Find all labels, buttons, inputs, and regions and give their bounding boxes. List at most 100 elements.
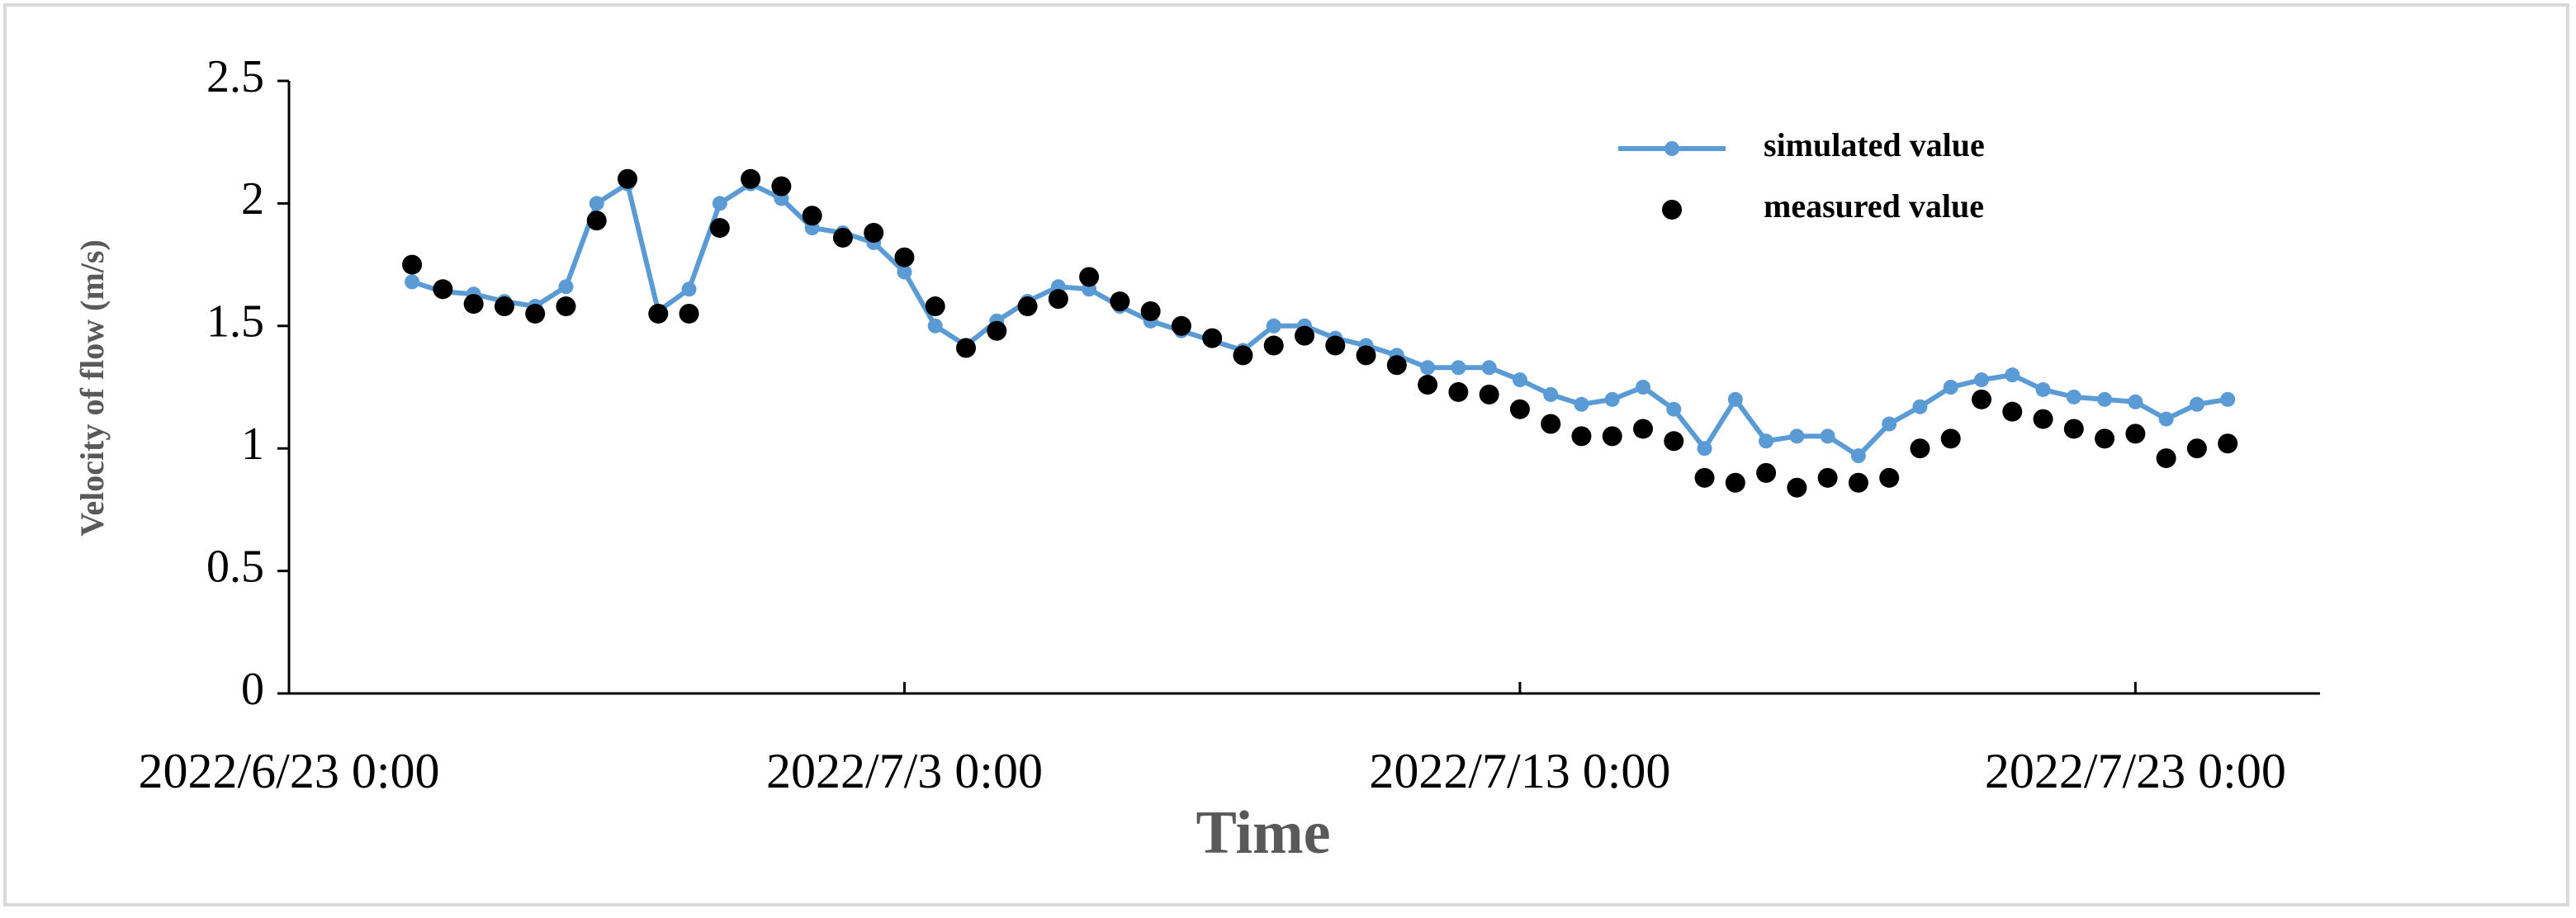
line-marker bbox=[1266, 318, 1281, 334]
line-marker bbox=[712, 196, 727, 211]
scatter-point bbox=[556, 296, 576, 317]
line-marker bbox=[1543, 386, 1559, 402]
scatter-point bbox=[1418, 375, 1438, 395]
scatter-point bbox=[987, 320, 1007, 341]
x-tick-label: 2022/6/23 0:00 bbox=[138, 744, 439, 798]
scatter-point bbox=[2218, 433, 2238, 454]
line-marker bbox=[681, 282, 697, 297]
scatter-point bbox=[1263, 335, 1284, 356]
scatter-point bbox=[741, 168, 761, 189]
scatter-point bbox=[2063, 419, 2084, 439]
scatter-point bbox=[1633, 419, 1653, 439]
scatter-point bbox=[2033, 409, 2053, 429]
scatter-point bbox=[1694, 467, 1715, 488]
scatter-point bbox=[832, 227, 853, 248]
line-marker bbox=[1697, 441, 1712, 457]
legend-marker bbox=[1662, 200, 1682, 220]
line-marker bbox=[405, 274, 420, 290]
scatter-point bbox=[1940, 428, 1961, 449]
legend-marker bbox=[1664, 141, 1679, 156]
line-marker bbox=[1943, 380, 1958, 395]
line-marker bbox=[1882, 416, 1897, 432]
scatter-point bbox=[1110, 291, 1130, 312]
x-tick-label: 2022/7/13 0:00 bbox=[1369, 744, 1670, 798]
line-marker bbox=[2005, 367, 2020, 383]
y-tick-label: 1.5 bbox=[206, 296, 264, 348]
line-marker bbox=[1604, 391, 1620, 407]
scatter-point bbox=[1879, 467, 1900, 488]
x-tick-label: 2022/7/23 0:00 bbox=[1985, 744, 2286, 798]
scatter-point bbox=[1817, 467, 1838, 488]
scatter-point bbox=[1479, 384, 1499, 405]
line-marker bbox=[1481, 360, 1497, 376]
y-axis-title: Velocity of flow (m/s) bbox=[73, 239, 111, 537]
scatter-point bbox=[1079, 267, 1100, 287]
scatter-point bbox=[2186, 438, 2207, 459]
scatter-point bbox=[586, 211, 607, 231]
scatter-point bbox=[1725, 472, 1745, 493]
scatter-point bbox=[433, 279, 453, 300]
scatter-point bbox=[679, 303, 699, 324]
line-marker bbox=[1420, 360, 1436, 376]
scatter-point bbox=[1848, 472, 1868, 493]
y-tick-label: 2 bbox=[241, 173, 264, 225]
line-marker bbox=[927, 318, 943, 334]
scatter-point bbox=[1602, 426, 1622, 447]
line-marker bbox=[2035, 381, 2051, 397]
scatter-point bbox=[1448, 381, 1469, 402]
y-tick-label: 2.5 bbox=[206, 51, 264, 102]
line-marker bbox=[1820, 428, 1835, 444]
scatter-point bbox=[1541, 414, 1561, 434]
scatter-point bbox=[402, 254, 423, 275]
scatter-point bbox=[709, 218, 730, 239]
line-marker bbox=[1912, 399, 1928, 414]
scatter-point bbox=[1756, 462, 1777, 483]
scatter-point bbox=[525, 303, 546, 324]
line-marker bbox=[2066, 389, 2081, 405]
scatter-point bbox=[1048, 289, 1068, 310]
scatter-point bbox=[1202, 328, 1223, 348]
y-tick-label: 0.5 bbox=[206, 541, 264, 592]
line-marker bbox=[1451, 360, 1466, 376]
line-marker bbox=[2220, 391, 2236, 407]
x-tick-label: 2022/7/3 0:00 bbox=[766, 744, 1043, 798]
scatter-point bbox=[771, 176, 792, 196]
scatter-point bbox=[1509, 399, 1530, 419]
line-marker bbox=[2189, 396, 2204, 412]
line-marker bbox=[1636, 380, 1650, 395]
scatter-point bbox=[802, 206, 822, 226]
scatter-point bbox=[956, 338, 976, 358]
line-marker bbox=[2097, 391, 2113, 407]
line-marker bbox=[1759, 433, 1774, 449]
line-marker bbox=[1574, 396, 1589, 412]
line-marker bbox=[589, 196, 604, 211]
line-marker bbox=[1789, 428, 1805, 444]
scatter-point bbox=[1140, 300, 1161, 321]
scatter-point bbox=[1017, 296, 1038, 317]
scatter-point bbox=[1571, 426, 1592, 447]
scatter-point bbox=[1356, 345, 1376, 366]
line-marker bbox=[1512, 372, 1527, 388]
scatter-point bbox=[1787, 477, 1807, 498]
scatter-point bbox=[1295, 325, 1314, 346]
line-marker bbox=[1666, 401, 1682, 417]
scatter-point bbox=[648, 303, 669, 324]
legend-label: measured value bbox=[1764, 187, 1984, 225]
scatter-point bbox=[894, 247, 915, 267]
line-marker bbox=[897, 264, 912, 280]
scatter-point bbox=[1171, 315, 1191, 336]
scatter-point bbox=[1233, 345, 1253, 366]
line-marker bbox=[558, 279, 574, 295]
scatter-point bbox=[925, 296, 945, 317]
line-marker bbox=[2158, 411, 2174, 427]
line-marker bbox=[1850, 448, 1866, 464]
scatter-point bbox=[618, 168, 637, 189]
scatter-point bbox=[1325, 335, 1346, 356]
scatter-point bbox=[494, 296, 514, 317]
y-tick-label: 1 bbox=[241, 419, 264, 470]
scatter-point bbox=[2095, 428, 2115, 449]
scatter-point bbox=[2125, 424, 2146, 444]
x-axis-title: Time bbox=[1196, 799, 1330, 867]
